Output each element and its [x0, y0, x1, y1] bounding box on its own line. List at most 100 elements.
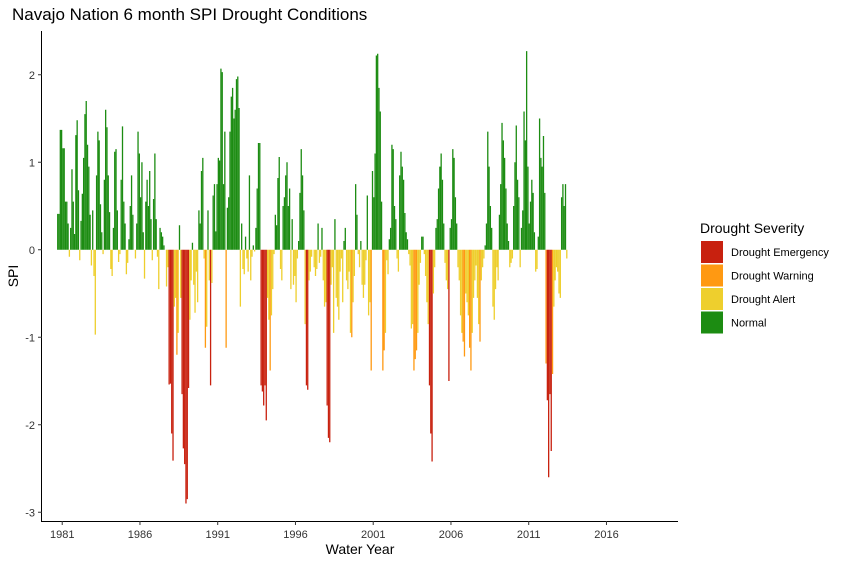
spi-bar — [554, 249, 556, 281]
spi-bar — [143, 249, 146, 279]
spi-bar — [64, 201, 67, 250]
spi-bar — [538, 118, 541, 250]
spi-bar — [415, 249, 418, 351]
spi-bar — [373, 197, 375, 250]
spi-bar — [520, 227, 523, 250]
spi-bar — [194, 249, 196, 313]
spi-bar — [413, 249, 415, 371]
spi-bar — [511, 249, 514, 259]
spi-bar — [208, 249, 210, 281]
spi-bar — [336, 249, 339, 307]
spi-bar — [440, 153, 442, 250]
spi-bar — [428, 249, 431, 386]
spi-bar — [191, 242, 194, 250]
spi-bar — [252, 245, 254, 250]
spi-bar — [151, 249, 153, 261]
spi-bar — [97, 131, 99, 250]
spi-bar — [226, 207, 229, 250]
spi-bar — [84, 114, 86, 250]
spi-bar — [102, 249, 104, 255]
spi-bar — [566, 249, 568, 259]
spi-bar — [307, 249, 309, 390]
spi-bar — [234, 109, 236, 250]
spi-bar — [265, 249, 267, 421]
spi-bar — [424, 249, 427, 276]
spi-bar — [467, 249, 469, 316]
x-tick-label: 1991 — [205, 529, 229, 541]
y-tick-label: -2 — [25, 420, 35, 432]
spi-bar — [290, 249, 292, 290]
spi-bar — [431, 249, 433, 462]
spi-bar — [535, 249, 537, 272]
spi-bar — [99, 204, 102, 250]
spi-bar — [449, 227, 451, 250]
spi-bar — [500, 184, 502, 250]
spi-bar — [73, 234, 76, 250]
spi-bar — [216, 184, 218, 250]
spi-bar — [107, 175, 109, 250]
spi-bar — [277, 178, 279, 250]
spi-bar — [112, 227, 115, 250]
spi-bar — [253, 249, 256, 252]
spi-bar — [149, 171, 151, 250]
spi-bar — [360, 241, 362, 250]
x-tick-label: 2016 — [594, 529, 618, 541]
spi-bar — [559, 249, 561, 298]
spi-bar — [243, 249, 245, 275]
spi-bar — [300, 149, 302, 250]
spi-bar — [294, 249, 296, 276]
spi-bar — [480, 249, 482, 281]
spi-bar — [366, 195, 368, 250]
y-tick-label: -1 — [25, 332, 35, 344]
spi-bar — [323, 249, 326, 307]
spi-bar — [434, 249, 436, 268]
spi-bar — [203, 249, 205, 259]
spi-bar — [321, 227, 323, 250]
spi-bar — [299, 192, 301, 250]
spi-bar — [230, 96, 232, 250]
spi-bar — [255, 227, 257, 250]
spi-bar — [187, 249, 190, 388]
spi-bar — [329, 249, 331, 443]
spi-bar — [93, 249, 95, 276]
spi-bar — [404, 213, 406, 250]
spi-bar — [239, 249, 242, 307]
spi-bar — [285, 175, 287, 250]
spi-bar — [349, 249, 352, 333]
spi-bar — [347, 249, 349, 290]
spi-bar — [117, 249, 120, 262]
spi-bar — [370, 249, 372, 371]
spi-bar — [219, 160, 221, 250]
spi-bar — [466, 249, 468, 303]
spi-bar — [90, 249, 93, 266]
spi-bar — [142, 232, 144, 250]
spi-bar — [115, 149, 117, 250]
spi-bar — [340, 249, 343, 259]
spi-bar — [362, 249, 365, 298]
spi-bar — [310, 249, 313, 257]
x-tick-label: 2011 — [517, 529, 541, 541]
spi-bar — [487, 131, 489, 250]
spi-bar — [171, 249, 173, 434]
spi-bar — [537, 236, 539, 250]
spi-bar — [374, 153, 376, 250]
y-tick-label: -3 — [25, 507, 35, 519]
spi-bar — [510, 249, 512, 263]
spi-bar — [169, 249, 172, 384]
spi-bar — [124, 223, 126, 250]
legend-swatch — [701, 288, 723, 310]
spi-bar — [193, 249, 195, 285]
spi-bar — [176, 249, 178, 355]
spi-bar — [465, 249, 467, 294]
spi-bar — [502, 140, 504, 250]
spi-bar — [489, 206, 492, 250]
spi-bar — [522, 210, 524, 250]
spi-bar — [190, 249, 192, 281]
spi-bar — [516, 179, 519, 250]
spi-bar — [367, 249, 370, 316]
legend-label: Drought Alert — [731, 294, 795, 306]
spi-bar — [116, 210, 118, 250]
spi-bar — [261, 249, 264, 392]
spi-bar — [114, 151, 116, 250]
spi-bar — [98, 140, 100, 250]
